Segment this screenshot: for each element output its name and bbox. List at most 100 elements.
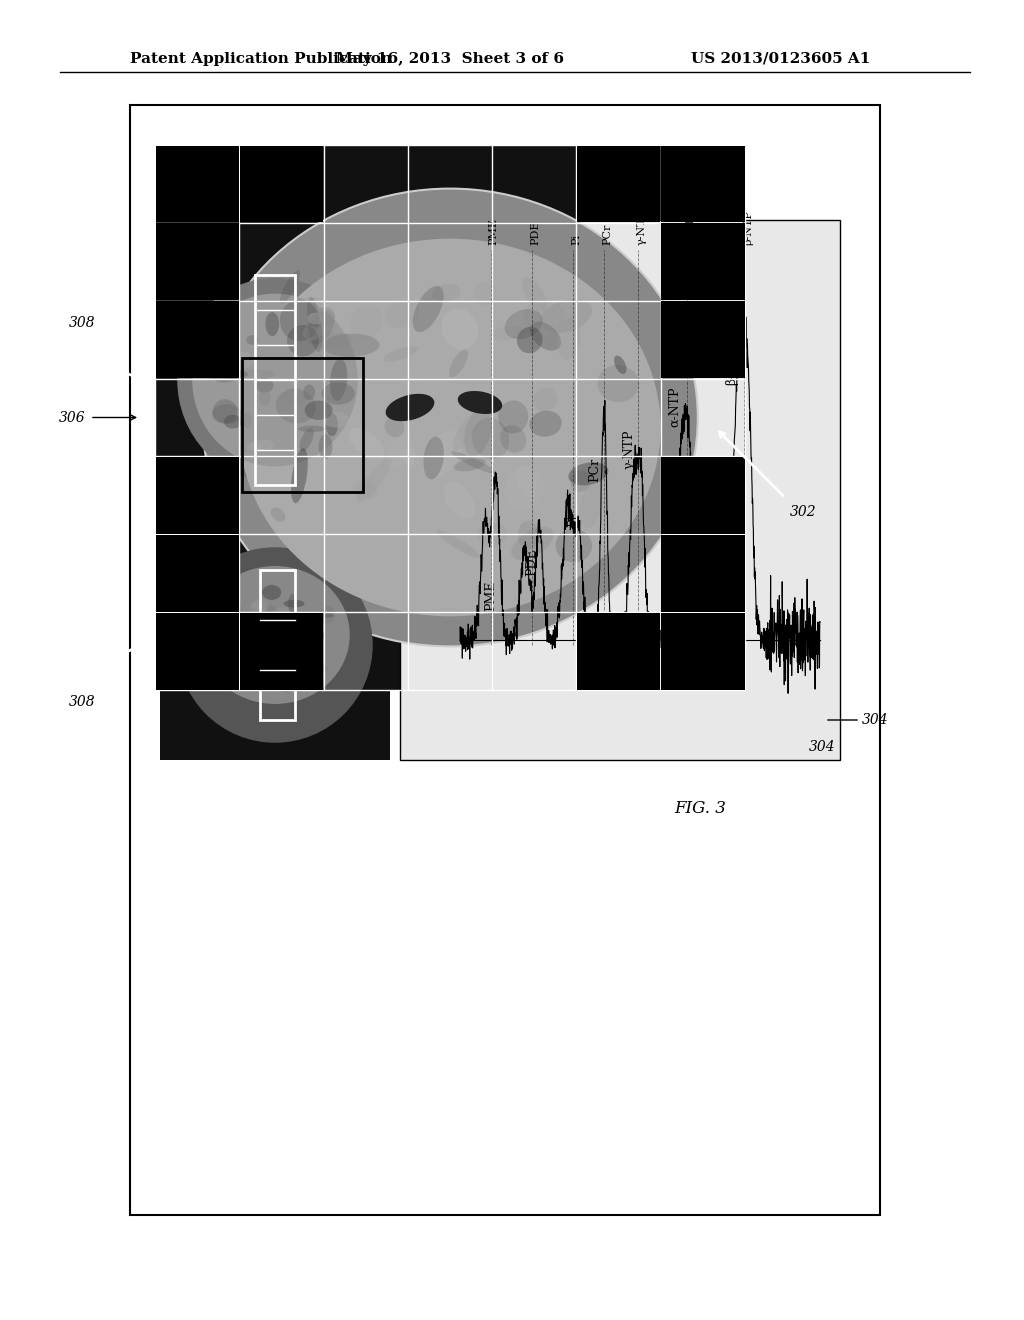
Text: γ-NTP: γ-NTP bbox=[636, 210, 646, 246]
Ellipse shape bbox=[423, 437, 443, 479]
Ellipse shape bbox=[386, 393, 434, 421]
Bar bbox=[255, 275, 295, 484]
Ellipse shape bbox=[518, 520, 539, 549]
Ellipse shape bbox=[307, 310, 335, 345]
Bar bbox=[240, 612, 323, 689]
Ellipse shape bbox=[568, 462, 608, 486]
Ellipse shape bbox=[356, 458, 391, 503]
Text: 304: 304 bbox=[808, 741, 835, 754]
Bar bbox=[662, 535, 744, 611]
Ellipse shape bbox=[441, 309, 478, 350]
Ellipse shape bbox=[177, 279, 373, 482]
Ellipse shape bbox=[323, 412, 349, 428]
Text: FIG. 3: FIG. 3 bbox=[674, 800, 726, 817]
Ellipse shape bbox=[321, 606, 335, 623]
Ellipse shape bbox=[262, 585, 282, 599]
Ellipse shape bbox=[534, 387, 557, 412]
Bar bbox=[156, 535, 239, 611]
Ellipse shape bbox=[458, 391, 502, 414]
Ellipse shape bbox=[303, 384, 315, 400]
Ellipse shape bbox=[499, 400, 528, 433]
Ellipse shape bbox=[284, 599, 304, 607]
Text: US 2013/0123605 A1: US 2013/0123605 A1 bbox=[690, 51, 870, 66]
Ellipse shape bbox=[202, 189, 697, 647]
Ellipse shape bbox=[224, 414, 242, 429]
Text: PME: PME bbox=[488, 218, 499, 246]
Ellipse shape bbox=[283, 388, 307, 405]
Ellipse shape bbox=[307, 297, 323, 352]
Ellipse shape bbox=[384, 346, 418, 362]
Ellipse shape bbox=[220, 338, 234, 354]
Text: β-NTP: β-NTP bbox=[742, 210, 753, 246]
Ellipse shape bbox=[315, 308, 335, 326]
Ellipse shape bbox=[255, 649, 265, 663]
Ellipse shape bbox=[288, 594, 297, 614]
Ellipse shape bbox=[404, 447, 416, 466]
Ellipse shape bbox=[280, 271, 300, 304]
Ellipse shape bbox=[477, 523, 507, 546]
Bar bbox=[130, 106, 880, 1214]
Ellipse shape bbox=[580, 482, 603, 528]
Text: PDE: PDE bbox=[525, 549, 539, 577]
Bar bbox=[156, 145, 239, 222]
Ellipse shape bbox=[218, 370, 248, 379]
Ellipse shape bbox=[205, 348, 231, 355]
Ellipse shape bbox=[452, 451, 497, 474]
Text: Pi: Pi bbox=[571, 234, 582, 246]
Ellipse shape bbox=[259, 624, 286, 635]
Ellipse shape bbox=[215, 356, 231, 374]
Ellipse shape bbox=[522, 277, 548, 313]
Ellipse shape bbox=[250, 599, 269, 612]
Bar bbox=[155, 145, 745, 690]
Ellipse shape bbox=[309, 665, 329, 672]
Ellipse shape bbox=[570, 470, 591, 492]
Ellipse shape bbox=[454, 458, 485, 471]
Ellipse shape bbox=[246, 335, 258, 345]
Ellipse shape bbox=[212, 404, 242, 424]
Ellipse shape bbox=[234, 624, 254, 640]
Text: PDE: PDE bbox=[530, 220, 540, 246]
Ellipse shape bbox=[517, 327, 543, 354]
Ellipse shape bbox=[272, 676, 299, 692]
Ellipse shape bbox=[302, 326, 322, 341]
Ellipse shape bbox=[353, 480, 378, 499]
Text: Patent Application Publication: Patent Application Publication bbox=[130, 51, 392, 66]
Ellipse shape bbox=[280, 300, 318, 341]
Ellipse shape bbox=[614, 355, 627, 374]
Ellipse shape bbox=[281, 668, 304, 678]
Text: PME: PME bbox=[484, 581, 497, 611]
Ellipse shape bbox=[516, 465, 538, 498]
Ellipse shape bbox=[385, 417, 404, 437]
Text: 306: 306 bbox=[58, 411, 85, 425]
Text: α-NTP: α-NTP bbox=[668, 387, 681, 428]
Ellipse shape bbox=[292, 297, 325, 321]
Bar bbox=[156, 301, 239, 378]
Ellipse shape bbox=[450, 350, 468, 378]
Ellipse shape bbox=[464, 408, 492, 457]
Ellipse shape bbox=[291, 449, 308, 503]
Ellipse shape bbox=[524, 298, 564, 335]
Ellipse shape bbox=[500, 425, 526, 453]
Bar bbox=[243, 358, 362, 492]
Text: Pi: Pi bbox=[567, 515, 580, 527]
Ellipse shape bbox=[259, 388, 270, 407]
Ellipse shape bbox=[323, 334, 380, 356]
Text: 304: 304 bbox=[862, 713, 889, 727]
Text: May 16, 2013  Sheet 3 of 6: May 16, 2013 Sheet 3 of 6 bbox=[336, 51, 564, 66]
Ellipse shape bbox=[210, 653, 229, 660]
Ellipse shape bbox=[350, 305, 383, 339]
Ellipse shape bbox=[233, 352, 255, 367]
Ellipse shape bbox=[305, 401, 333, 420]
Bar bbox=[156, 457, 239, 533]
Ellipse shape bbox=[443, 482, 475, 519]
Ellipse shape bbox=[275, 389, 315, 424]
Ellipse shape bbox=[386, 434, 413, 467]
Text: 308: 308 bbox=[69, 315, 95, 330]
Bar bbox=[662, 223, 744, 300]
Ellipse shape bbox=[209, 364, 240, 383]
Ellipse shape bbox=[453, 412, 479, 450]
Ellipse shape bbox=[556, 529, 592, 562]
Ellipse shape bbox=[201, 566, 350, 704]
Ellipse shape bbox=[233, 603, 242, 620]
Ellipse shape bbox=[540, 300, 592, 333]
